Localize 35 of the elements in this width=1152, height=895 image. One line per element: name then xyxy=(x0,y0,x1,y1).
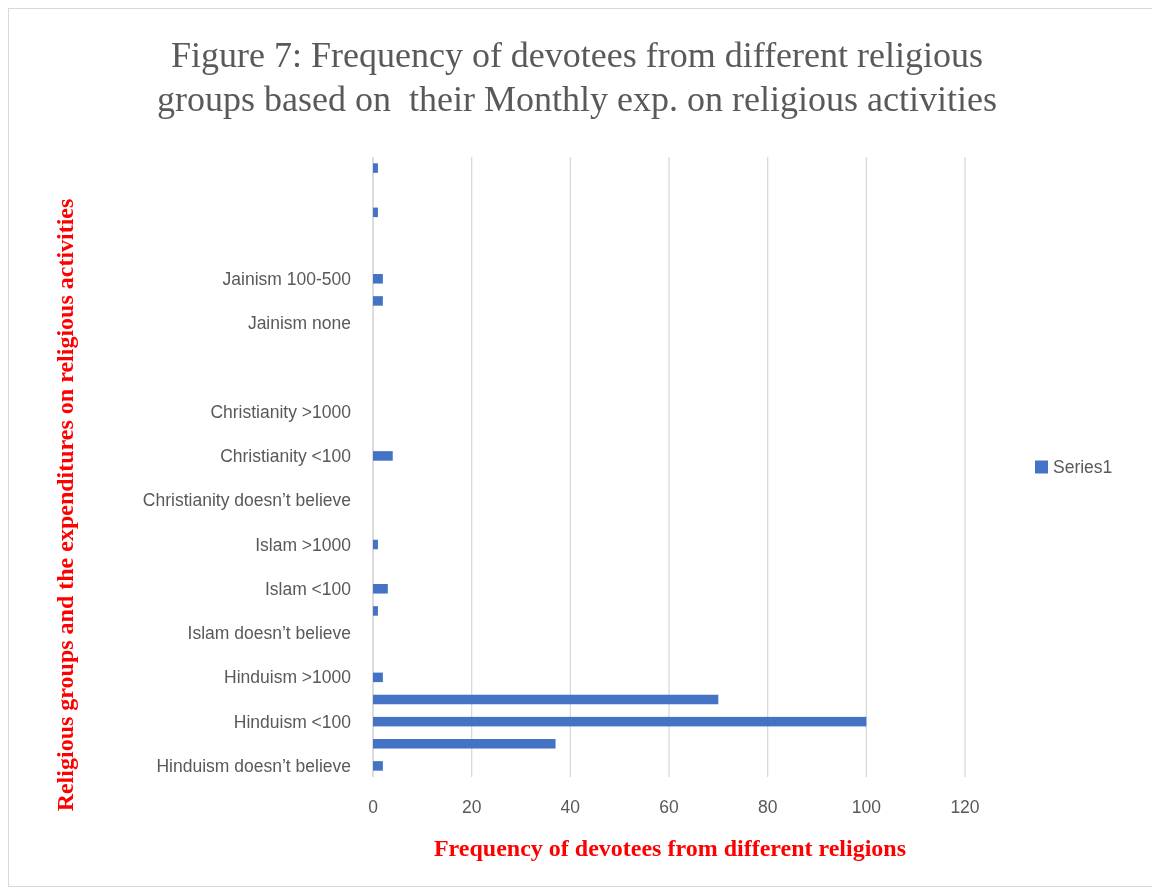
y-tick-label: Christianity >1000 xyxy=(210,401,352,422)
x-tick-label: 40 xyxy=(560,797,581,817)
x-tick-label: 80 xyxy=(757,797,778,817)
bar xyxy=(373,584,388,594)
x-tick-label: 20 xyxy=(461,797,482,817)
bar xyxy=(373,207,378,218)
chart-title: Figure 7: Frequency of devotees from different religious groups based on their Monthly exp. on religious activities xyxy=(157,35,997,119)
bar xyxy=(373,451,393,461)
bar xyxy=(373,672,383,683)
y-tick-label: Islam >1000 xyxy=(255,534,352,555)
x-tick-label: 100 xyxy=(851,797,882,817)
y-tick-label: Jainism 100-500 xyxy=(222,268,352,289)
bar xyxy=(373,163,378,173)
y-tick-label: Hinduism doesn’t believe xyxy=(156,756,351,777)
bar xyxy=(373,296,383,306)
y-tick-label: Hinduism >1000 xyxy=(224,667,352,688)
bar xyxy=(373,606,378,616)
y-tick-label: Christianity doesn’t believe xyxy=(142,490,351,511)
y-tick-label: Hinduism <100 xyxy=(233,711,352,732)
y-tick-label: Jainism none xyxy=(247,313,351,334)
y-axis-title: Religious groups and the expenditures on religious activities xyxy=(52,198,78,812)
bar xyxy=(373,539,378,550)
bar xyxy=(373,761,383,771)
x-tick-label: 120 xyxy=(950,797,980,817)
bar xyxy=(373,694,719,705)
x-tick-label: 0 xyxy=(368,797,379,817)
y-tick-label: Islam doesn’t believe xyxy=(187,623,351,644)
legend-label: Series1 xyxy=(1053,457,1113,478)
bar xyxy=(373,739,556,749)
x-axis-title: Frequency of devotees from different religions xyxy=(433,835,907,861)
x-tick-label: 60 xyxy=(659,797,679,817)
bar xyxy=(373,716,867,727)
y-tick-label: Islam <100 xyxy=(264,578,352,599)
y-tick-label: Christianity <100 xyxy=(220,446,352,467)
bar xyxy=(373,274,383,284)
